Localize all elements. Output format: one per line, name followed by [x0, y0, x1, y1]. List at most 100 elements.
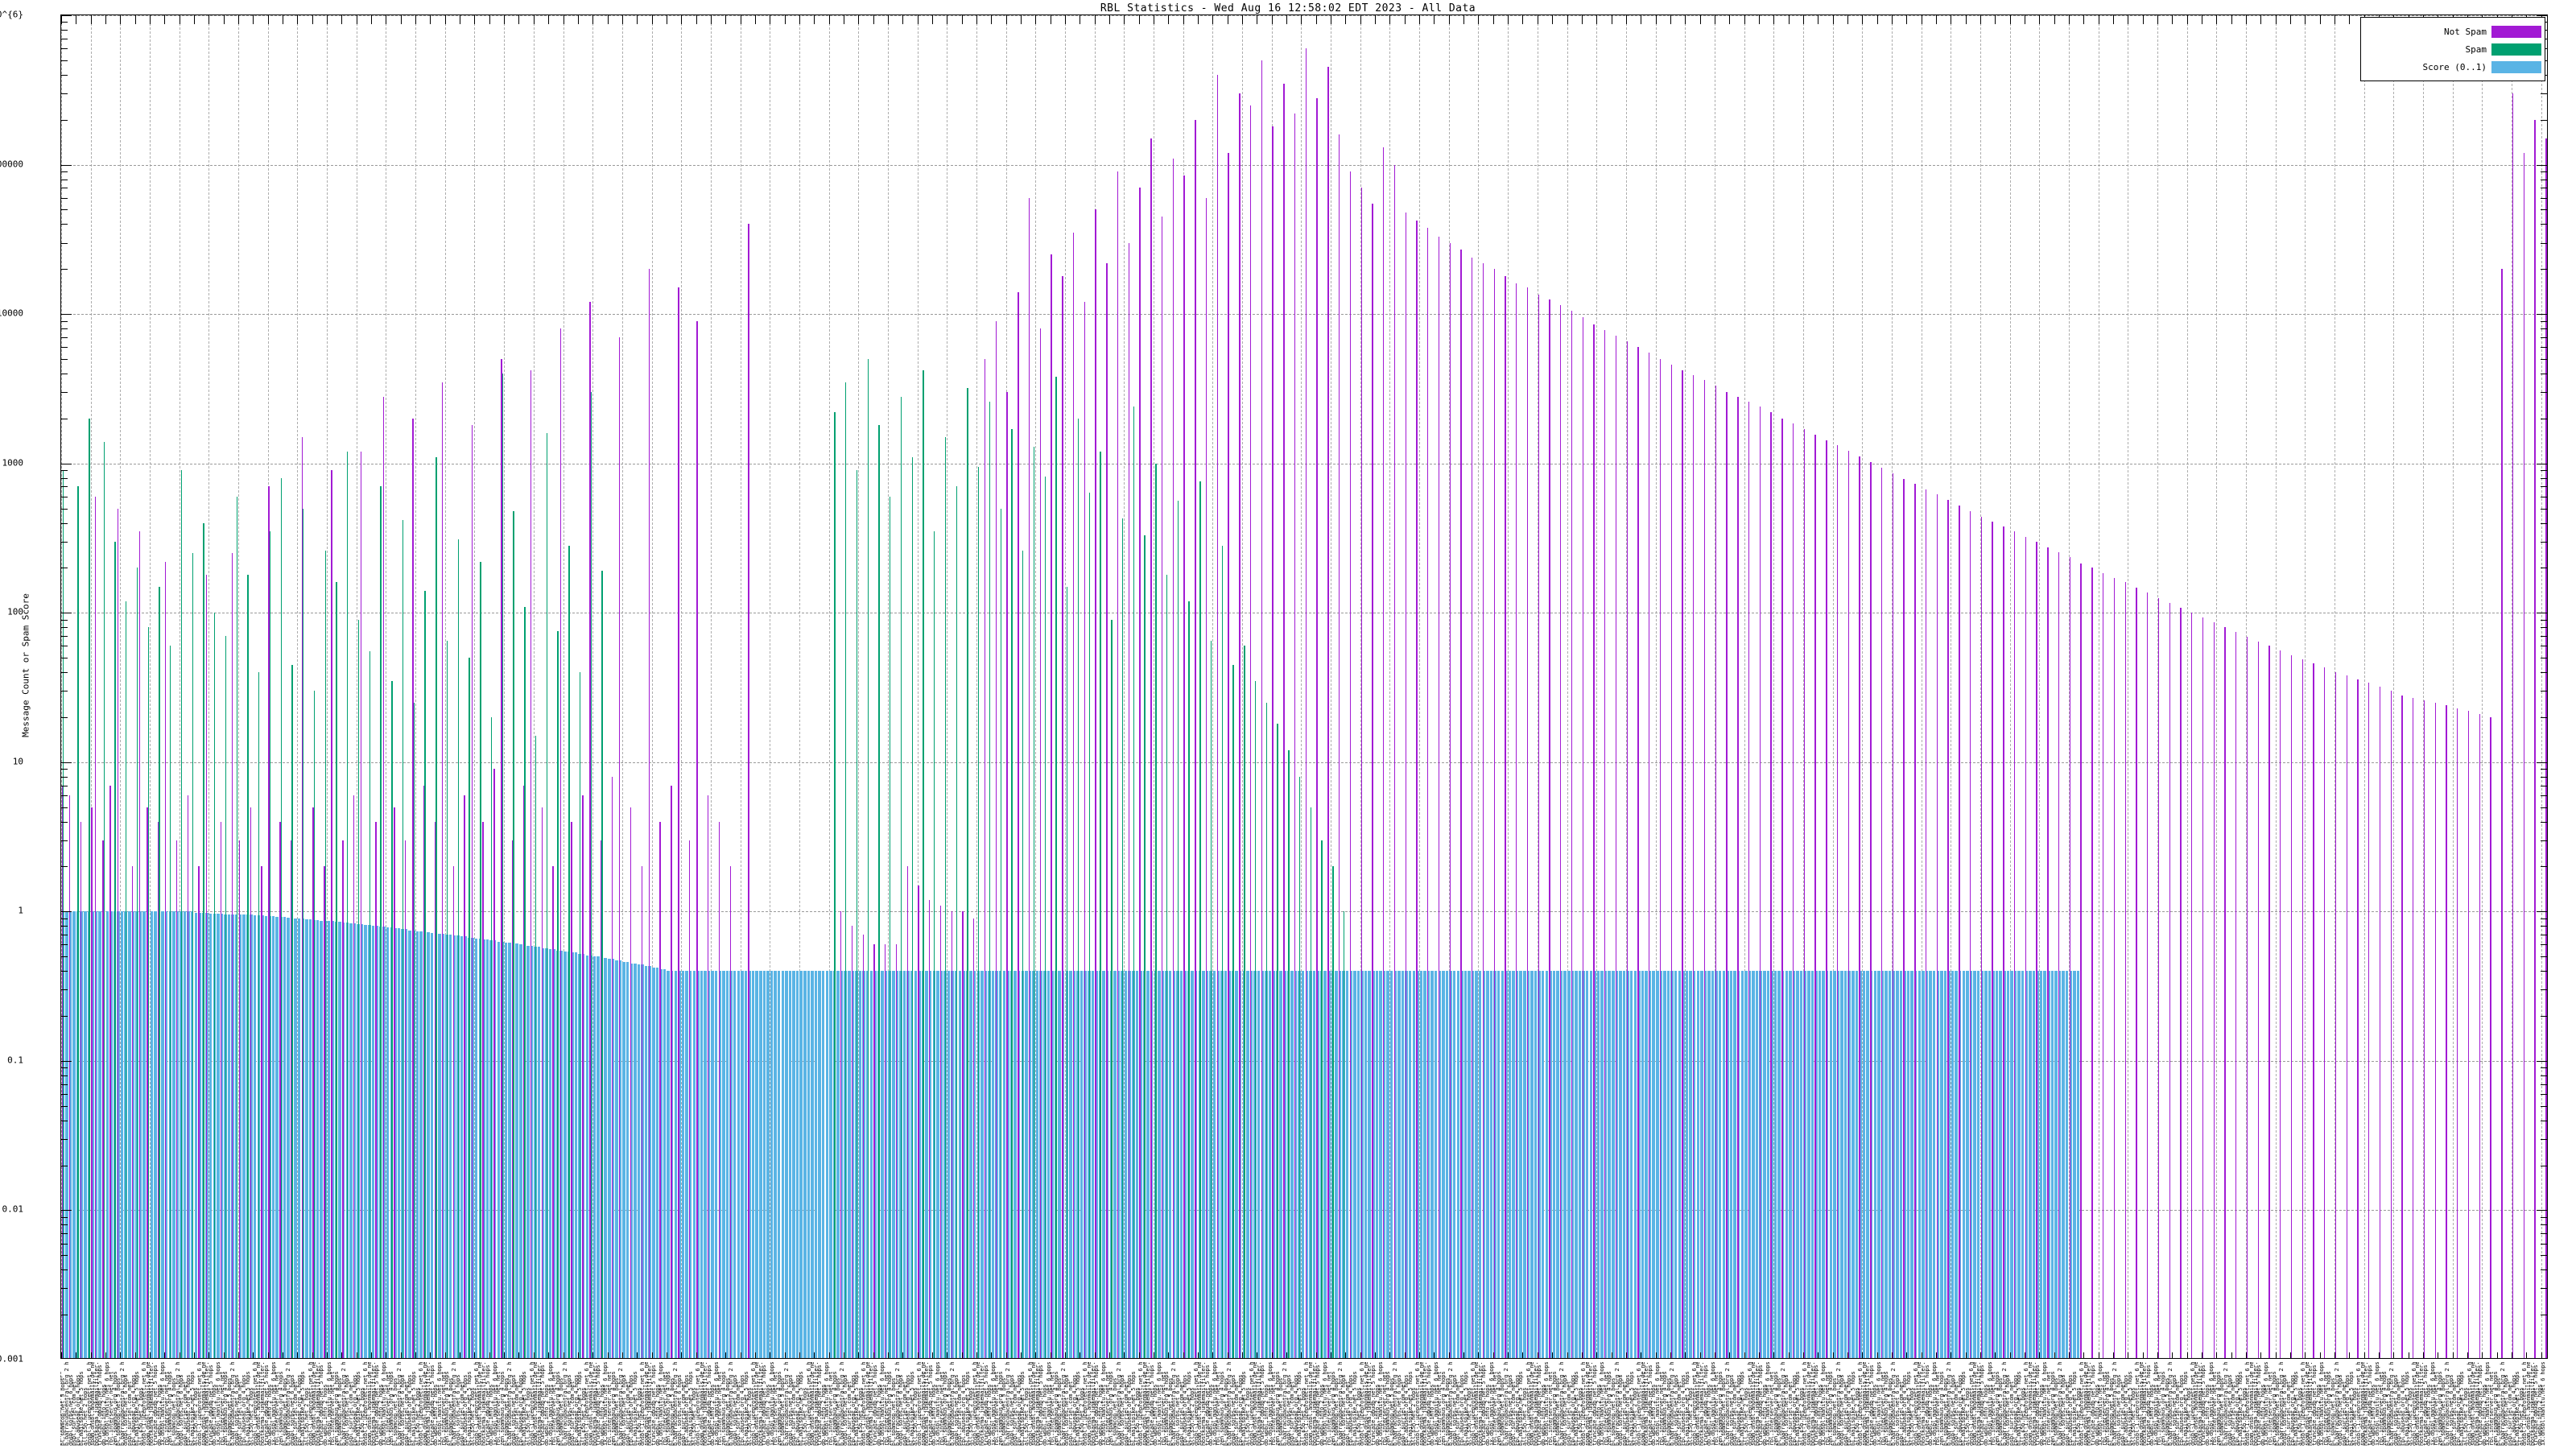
x-tick-top	[253, 15, 254, 24]
bar-score	[688, 971, 692, 1358]
x-gridline	[1065, 15, 1066, 1358]
bar-score	[1512, 971, 1515, 1358]
bar-not-spam	[1814, 434, 1816, 1358]
x-tick-top	[1832, 15, 1834, 24]
bar-score	[818, 971, 821, 1358]
bar-score	[564, 951, 567, 1358]
x-tick-top	[2319, 15, 2321, 24]
bar-score	[1523, 971, 1526, 1358]
bar-score	[1534, 971, 1538, 1358]
x-tick-top	[1906, 15, 1908, 24]
bar-spam	[834, 412, 836, 1358]
y-tick-minor	[61, 119, 68, 121]
bar-score	[1150, 971, 1154, 1358]
bar-score	[1445, 971, 1449, 1358]
bar-score	[637, 964, 641, 1358]
bar-score	[969, 971, 972, 1358]
bar-score	[231, 914, 234, 1358]
x-tick-bottom	[828, 1352, 830, 1358]
bar-score	[441, 933, 445, 1358]
bar-score	[2043, 971, 2046, 1358]
bar-score	[1792, 971, 1796, 1358]
bar-spam	[1144, 535, 1146, 1358]
x-tick-top	[105, 15, 106, 24]
bar-not-spam	[452, 866, 455, 1358]
bar-not-spam	[522, 785, 525, 1358]
bar-score	[1375, 971, 1379, 1358]
bar-score	[1796, 971, 1799, 1358]
bar-score	[1892, 971, 1895, 1358]
bar-score	[1058, 971, 1061, 1358]
bar-spam	[1077, 418, 1080, 1358]
legend-item-score[interactable]: Score (0..1)	[2364, 58, 2541, 76]
bar-not-spam	[1703, 380, 1706, 1358]
bar-spam	[911, 456, 913, 1358]
x-tick-top	[2349, 15, 2351, 24]
x-tick-bottom	[134, 1352, 136, 1358]
y-tick-major-right	[2537, 164, 2547, 166]
bar-not-spam	[718, 821, 720, 1358]
y-tick-major-right	[2537, 314, 2547, 316]
x-tick-top	[90, 15, 92, 24]
bar-spam	[1177, 501, 1179, 1358]
bar-score	[1744, 971, 1748, 1358]
bar-score	[574, 952, 578, 1358]
bar-not-spam	[840, 911, 842, 1358]
x-gridline	[150, 15, 151, 1358]
bar-spam	[490, 716, 493, 1358]
x-tick-top	[2305, 15, 2306, 24]
x-tick-bottom	[2009, 1352, 2011, 1358]
bar-score	[918, 971, 921, 1358]
bar-spam	[1244, 646, 1245, 1358]
x-tick-top	[2157, 15, 2159, 24]
x-tick-bottom	[164, 1352, 166, 1358]
x-tick-bottom	[474, 1352, 476, 1358]
bar-score	[1582, 971, 1585, 1358]
bar-not-spam	[2313, 663, 2314, 1358]
x-tick-label: ix.dnsbl.manitu.net 6 hops	[2540, 1362, 2547, 1446]
legend-item-spam[interactable]: Spam	[2364, 40, 2541, 58]
bar-score	[120, 911, 124, 1358]
x-tick-bottom	[1699, 1352, 1701, 1358]
x-tick-bottom	[1212, 1352, 1214, 1358]
y-tick-major	[61, 1210, 72, 1212]
bar-not-spam	[91, 807, 93, 1358]
bar-score	[681, 971, 685, 1358]
bar-score	[1069, 971, 1072, 1358]
bar-not-spam	[61, 785, 64, 1358]
bar-score	[497, 941, 500, 1358]
y-tick-minor-right	[2541, 522, 2547, 524]
x-tick-bottom	[1448, 1352, 1450, 1358]
bar-score	[744, 971, 748, 1358]
x-tick-top	[887, 15, 889, 24]
bar-spam	[1298, 776, 1301, 1358]
y-tick-minor-right	[2541, 672, 2547, 674]
bar-not-spam	[729, 866, 731, 1358]
bar-score	[1608, 971, 1611, 1358]
bar-score	[117, 911, 120, 1358]
x-tick-bottom	[1832, 1352, 1834, 1358]
x-tick-top	[2290, 15, 2292, 24]
bar-score	[1475, 971, 1478, 1358]
bar-score	[1061, 971, 1065, 1358]
x-tick-bottom	[2039, 1352, 2041, 1358]
bar-not-spam	[80, 821, 82, 1358]
x-gridline	[887, 15, 889, 1358]
bar-spam	[192, 553, 193, 1358]
bar-score	[172, 911, 175, 1358]
bar-score	[1486, 971, 1489, 1358]
y-tick-minor-right	[2541, 821, 2547, 823]
bar-spam	[1055, 377, 1057, 1358]
x-tick-top	[1301, 15, 1302, 24]
x-tick-top	[1847, 15, 1848, 24]
x-tick-top	[1286, 15, 1288, 24]
x-tick-top	[61, 15, 62, 24]
y-tick-minor-right	[2541, 320, 2547, 322]
bar-spam	[535, 736, 537, 1358]
bar-score	[2069, 971, 2073, 1358]
x-tick-top	[267, 15, 269, 24]
y-tick-minor	[61, 336, 68, 338]
legend-item-not_spam[interactable]: Not Spam	[2364, 23, 2541, 40]
bar-score	[316, 919, 320, 1358]
bar-spam	[845, 382, 847, 1358]
